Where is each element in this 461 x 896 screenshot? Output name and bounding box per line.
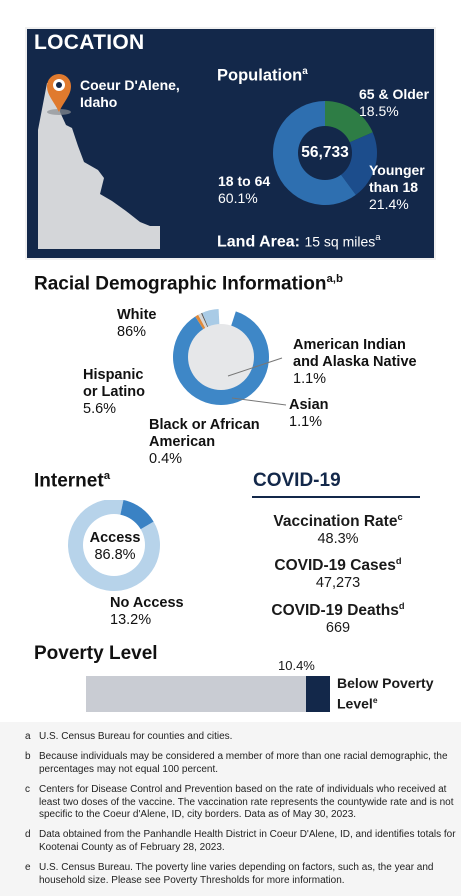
racial-title: Racial Demographic Informationa,b xyxy=(34,273,343,295)
population-heading: Populationa xyxy=(217,66,308,85)
footnote-a: a U.S. Census Bureau for counties and cit… xyxy=(25,731,233,742)
internet-no-access-label: No Access 13.2% xyxy=(110,595,184,628)
footnote-e: e U.S. Census Bureau. The poverty line va… xyxy=(25,862,434,886)
covid-vaccination: Vaccination Ratec 48.3% xyxy=(273,512,403,547)
race-label-american-indian: American Indian and Alaska Native 1.1% xyxy=(293,337,417,387)
footnote-d: d Data obtained from the Panhandle Health… xyxy=(25,829,456,853)
pop-label-65-older: 65 & Older 18.5% xyxy=(359,86,430,119)
city-line-2: Idaho xyxy=(80,94,118,110)
race-label-asian: Asian 1.1% xyxy=(289,397,329,430)
racial-donut xyxy=(172,309,269,406)
race-label-hispanic: Hispanic or Latino 5.6% xyxy=(83,367,146,417)
population-donut xyxy=(273,101,377,205)
covid-deaths: COVID-19 Deathsd 669 xyxy=(271,601,405,636)
poverty-value: 10.4% xyxy=(278,658,315,673)
poverty-bar-track xyxy=(86,676,330,712)
poverty-title: Poverty Level xyxy=(34,643,158,664)
covid-title: COVID-19 xyxy=(253,470,341,491)
race-label-black: Black or African American 0.4% xyxy=(149,417,260,467)
covid-cases: COVID-19 Casesd 47,273 xyxy=(274,556,402,591)
covid-divider xyxy=(252,496,420,498)
location-title: LOCATION xyxy=(34,31,145,54)
city-name: Coeur D'Alene, Idaho xyxy=(80,77,180,111)
footnote-c: c Centers for Disease Control and Prevent… xyxy=(25,784,454,820)
pop-label-18-64: 18 to 64 60.1% xyxy=(218,173,271,206)
footnote-b: b Because individuals may be considered a… xyxy=(25,751,448,775)
location-pin-icon xyxy=(47,74,71,115)
pop-label-younger-18: Younger than 18 21.4% xyxy=(369,162,425,212)
internet-access-label: Access 86.8% xyxy=(89,530,141,563)
footnotes-section xyxy=(0,722,461,896)
race-label-white: White 86% xyxy=(117,307,157,340)
poverty-label: Below Poverty Levele xyxy=(337,675,434,712)
internet-donut xyxy=(68,500,160,591)
population-total: 56,733 xyxy=(301,144,349,161)
poverty-bar-fill xyxy=(306,676,330,712)
idaho-state-shape xyxy=(38,83,160,249)
land-area: Land Area: 15 sq milesa xyxy=(217,232,381,251)
city-line-1: Coeur D'Alene, xyxy=(80,77,180,93)
internet-title: Interneta xyxy=(34,470,111,492)
